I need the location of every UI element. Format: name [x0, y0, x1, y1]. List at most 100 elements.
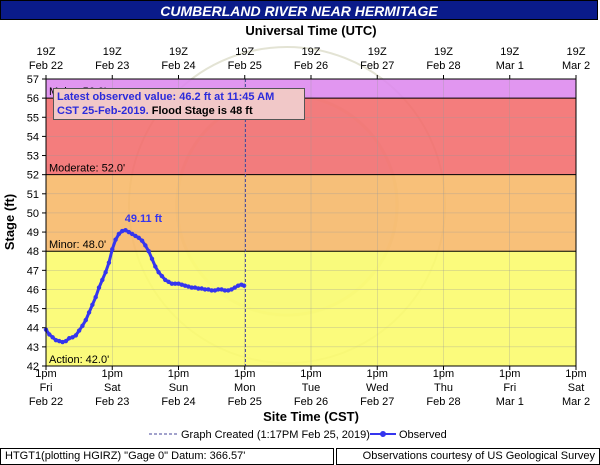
footer-credit: Observations courtesy of US Geological S… [336, 448, 600, 465]
y-tick-label: 56 [27, 93, 39, 105]
y-tick-label: 50 [27, 208, 39, 220]
observed-point [235, 283, 241, 288]
bottom-tick-day: Fri [40, 382, 53, 394]
observed-point [83, 317, 88, 323]
bottom-tick-date: Feb 25 [228, 396, 262, 408]
observed-point [202, 287, 208, 292]
observed-point [96, 285, 102, 290]
stage-label-minor: Minor: 48.0' [49, 239, 106, 251]
y-tick-label: 48 [27, 246, 39, 258]
bottom-tick-time: 1pm [102, 368, 123, 380]
observed-point [139, 238, 145, 243]
observed-point [47, 332, 52, 337]
observed-point [66, 336, 72, 341]
legend-observed: Observed [399, 429, 447, 441]
observed-point [76, 328, 82, 333]
y-tick-label: 44 [27, 323, 39, 335]
y-tick-label: 47 [27, 265, 39, 277]
bottom-tick-date: Mar 1 [496, 396, 524, 408]
observed-point [166, 279, 171, 285]
observed-point [219, 287, 224, 292]
observed-point [63, 338, 69, 344]
bottom-tick-time: 1pm [433, 368, 454, 380]
y-tick-label: 46 [27, 284, 39, 296]
bottom-tick-day: Sun [169, 382, 189, 394]
observed-point [93, 294, 98, 300]
observed-point [156, 270, 161, 275]
bottom-tick-time: 1pm [565, 368, 586, 380]
observed-point [143, 243, 148, 248]
observed-point [189, 285, 194, 290]
top-tick-date: Feb 27 [360, 60, 394, 72]
top-tick-label: 19Z [567, 46, 586, 58]
bottom-tick-date: Feb 28 [426, 396, 460, 408]
top-tick-date: Feb 26 [294, 60, 328, 72]
observed-point [129, 231, 135, 237]
bottom-tick-date: Mar 2 [562, 396, 590, 408]
top-tick-label: 19Z [169, 46, 188, 58]
observed-point [159, 273, 165, 279]
observed-point [60, 339, 65, 345]
observed-point [86, 310, 92, 315]
peak-label: 49.11 ft [125, 213, 163, 225]
bottom-tick-day: Fri [503, 382, 516, 394]
legend-graph-created: Graph Created (1:17PM Feb 25, 2019) [181, 429, 370, 441]
observed-point [70, 335, 75, 340]
observed-point [206, 287, 211, 292]
bottom-axis-title: Site Time (CST) [263, 409, 359, 424]
y-tick-label: 54 [27, 131, 39, 143]
top-tick-label: 19Z [500, 46, 519, 58]
observed-point [53, 337, 59, 343]
top-tick-date: Feb 25 [228, 60, 262, 72]
legend-observed-marker [380, 431, 386, 437]
flood-stage-text: Flood Stage is 48 ft [151, 105, 253, 117]
y-tick-label: 51 [27, 189, 39, 201]
stage-label-moderate: Moderate: 52.0' [49, 163, 125, 175]
bottom-tick-time: 1pm [499, 368, 520, 380]
observed-point [229, 287, 234, 292]
top-tick-label: 19Z [37, 46, 56, 58]
bottom-tick-day: Thu [434, 382, 453, 394]
footer-datum: HTGT1(plotting HGIRZ) "Gage 0" Datum: 36… [0, 448, 334, 465]
plot-border [45, 78, 577, 367]
top-tick-date: Mar 1 [496, 60, 524, 72]
observed-point [186, 284, 191, 289]
observed-point [146, 249, 151, 254]
y-axis-title: Stage (ft) [2, 194, 17, 250]
bottom-tick-date: Feb 23 [95, 396, 129, 408]
observed-point [169, 281, 175, 286]
bottom-tick-time: 1pm [234, 368, 255, 380]
bottom-tick-day: Sat [104, 382, 121, 394]
observed-point [80, 323, 85, 329]
top-tick-date: Feb 23 [95, 60, 129, 72]
bottom-tick-time: 1pm [367, 368, 388, 380]
observed-point [119, 228, 125, 234]
chart-title: CUMBERLAND RIVER NEAR HERMITAGE [160, 3, 438, 19]
top-tick-date: Feb 28 [426, 60, 460, 72]
observed-point [136, 235, 141, 241]
stage-label-action: Action: 42.0' [49, 354, 109, 366]
observed-point [126, 229, 132, 235]
observed-point [232, 285, 238, 290]
observed-point [113, 237, 118, 242]
top-tick-label: 19Z [434, 46, 453, 58]
observed-point [179, 282, 185, 287]
observed-point [106, 260, 112, 265]
bottom-tick-date: Feb 22 [29, 396, 63, 408]
observed-point [176, 281, 181, 286]
observed-point [209, 288, 214, 293]
top-tick-date: Feb 24 [161, 60, 195, 72]
bottom-tick-time: 1pm [300, 368, 321, 380]
bottom-tick-date: Feb 26 [294, 396, 328, 408]
observed-point [149, 256, 155, 262]
y-tick-label: 55 [27, 112, 39, 124]
observed-point [222, 288, 228, 293]
observed-point [172, 281, 178, 286]
observed-point [110, 247, 115, 252]
y-tick-label: 42 [27, 361, 39, 373]
observed-point [57, 338, 62, 344]
y-tick-label: 45 [27, 304, 39, 316]
title-bar: CUMBERLAND RIVER NEAR HERMITAGE [0, 0, 598, 20]
observed-point [73, 333, 79, 338]
observed-point [216, 287, 221, 292]
